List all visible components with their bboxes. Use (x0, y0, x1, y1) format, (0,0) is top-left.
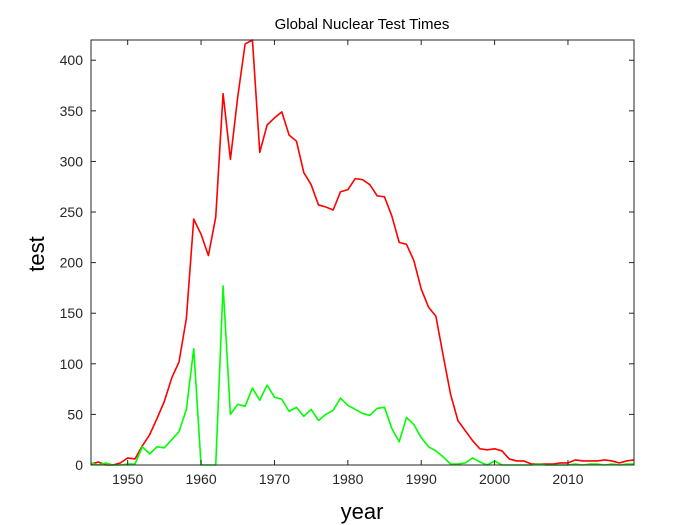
y-axis-title: test (24, 236, 49, 271)
tick-marks-and-labels: 1950 1960 1970 1980 1990 2000 2010 0 50 100 150 200… (60, 40, 634, 487)
x-axis-title: year (341, 499, 384, 524)
x-tick-label: 2000 (479, 471, 510, 487)
x-tick-label: 1970 (259, 471, 290, 487)
y-tick-label: 100 (60, 356, 84, 372)
plot-area-frame (90, 39, 635, 466)
series-lines (90, 39, 635, 466)
y-tick-label: 350 (60, 103, 84, 119)
x-tick-label: 2010 (552, 471, 583, 487)
y-tick-label: 150 (60, 305, 84, 321)
y-tick-label: 50 (67, 406, 83, 422)
chart-title: Global Nuclear Test Times (275, 16, 450, 33)
y-tick-label: 250 (60, 204, 84, 220)
y-tick-label: 0 (75, 457, 83, 473)
y-tick-label: 400 (60, 52, 84, 68)
y-tick-label: 300 (60, 153, 84, 169)
series-line-1 (90, 39, 635, 466)
x-tick-label: 1990 (406, 471, 437, 487)
y-tick-label: 200 (60, 255, 84, 271)
x-tick-label: 1960 (185, 471, 216, 487)
x-tick-label: 1950 (112, 471, 143, 487)
x-tick-label: 1980 (332, 471, 363, 487)
